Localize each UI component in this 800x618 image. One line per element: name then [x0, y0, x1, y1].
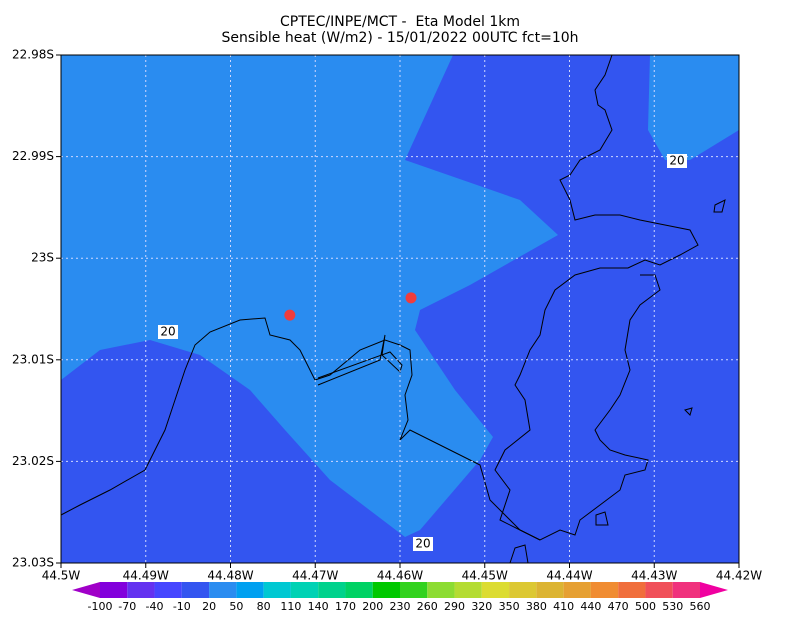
colorbar-label: 320 [471, 600, 492, 613]
y-tick-label: 23.03S [12, 556, 54, 570]
colorbar-segment [618, 582, 646, 598]
colorbar-segment [100, 582, 128, 598]
colorbar-label: 290 [444, 600, 465, 613]
colorbar-segment [181, 582, 210, 598]
x-tick-label: 44.42W [716, 569, 762, 583]
colorbar-segment [400, 582, 428, 598]
colorbar-segment [154, 582, 182, 598]
colorbar-label: 530 [662, 600, 683, 613]
colorbar-label: 170 [335, 600, 356, 613]
colorbar-segment [481, 582, 510, 598]
title-line: CPTEC/INPE/MCT - Eta Model 1km [280, 14, 520, 30]
contour-label: 20 [160, 325, 175, 339]
colorbar-segment [645, 582, 673, 598]
x-tick-label: 44.44W [546, 569, 592, 583]
x-tick-label: 44.5W [42, 569, 81, 583]
colorbar-segment [509, 582, 537, 598]
colorbar-segment [563, 582, 591, 598]
colorbar-label: -70 [118, 600, 136, 613]
colorbar-end [72, 582, 100, 598]
y-tick-label: 22.99S [12, 149, 54, 163]
field-high [648, 55, 739, 160]
x-tick-label: 44.49W [123, 569, 169, 583]
colorbar-segment [672, 582, 700, 598]
colorbar-segment [127, 582, 155, 598]
colorbar-end [700, 582, 728, 598]
colorbar-label: 500 [635, 600, 656, 613]
colorbar-segment [263, 582, 291, 598]
x-tick-label: 44.46W [377, 569, 423, 583]
colorbar-label: -100 [88, 600, 113, 613]
colorbar-segment [454, 582, 482, 598]
colorbar-label: 350 [499, 600, 520, 613]
coastline [60, 54, 726, 564]
colorbar-label: 470 [608, 600, 629, 613]
colorbar-segment [209, 582, 237, 598]
y-tick-label: 23S [31, 251, 54, 265]
colorbar-label: 380 [526, 600, 547, 613]
colorbar-label: 440 [580, 600, 601, 613]
station-point [405, 292, 417, 304]
title-line: Sensible heat (W/m2) - 15/01/2022 00UTC … [221, 30, 578, 46]
colorbar-segment [372, 582, 400, 598]
colorbar-segment [318, 582, 346, 598]
field-high [61, 55, 558, 537]
y-tick-label: 22.98S [12, 48, 54, 62]
colorbar-label: 50 [229, 600, 243, 613]
colorbar-label: 230 [390, 600, 411, 613]
x-tick-label: 44.45W [462, 569, 508, 583]
colorbar-label: -40 [146, 600, 164, 613]
x-tick-label: 44.48W [207, 569, 253, 583]
colorbar-label: 410 [553, 600, 574, 613]
contour-label-bg [158, 325, 178, 339]
y-tick-label: 23.01S [12, 352, 54, 366]
x-tick-label: 44.47W [292, 569, 338, 583]
colorbar-label: 110 [280, 600, 301, 613]
colorbar-segment [427, 582, 455, 598]
colorbar-label: 140 [308, 600, 329, 613]
colorbar-segment [236, 582, 264, 598]
station-point [284, 309, 296, 321]
colorbar-label: 20 [202, 600, 216, 613]
contour-label-bg [667, 154, 687, 168]
contour-label: 20 [669, 154, 684, 168]
colorbar-label: 200 [362, 600, 383, 613]
colorbar-segment [590, 582, 619, 598]
colorbar-segment [290, 582, 319, 598]
y-tick-label: 23.02S [12, 454, 54, 468]
x-tick-label: 44.43W [631, 569, 677, 583]
colorbar-label: -10 [173, 600, 191, 613]
contour-label-bg [413, 537, 433, 551]
colorbar-label: 260 [417, 600, 438, 613]
colorbar-segment [345, 582, 373, 598]
colorbar-label: 560 [690, 600, 711, 613]
colorbar-label: 80 [257, 600, 271, 613]
contour-label: 20 [415, 537, 430, 551]
colorbar-segment [536, 582, 564, 598]
